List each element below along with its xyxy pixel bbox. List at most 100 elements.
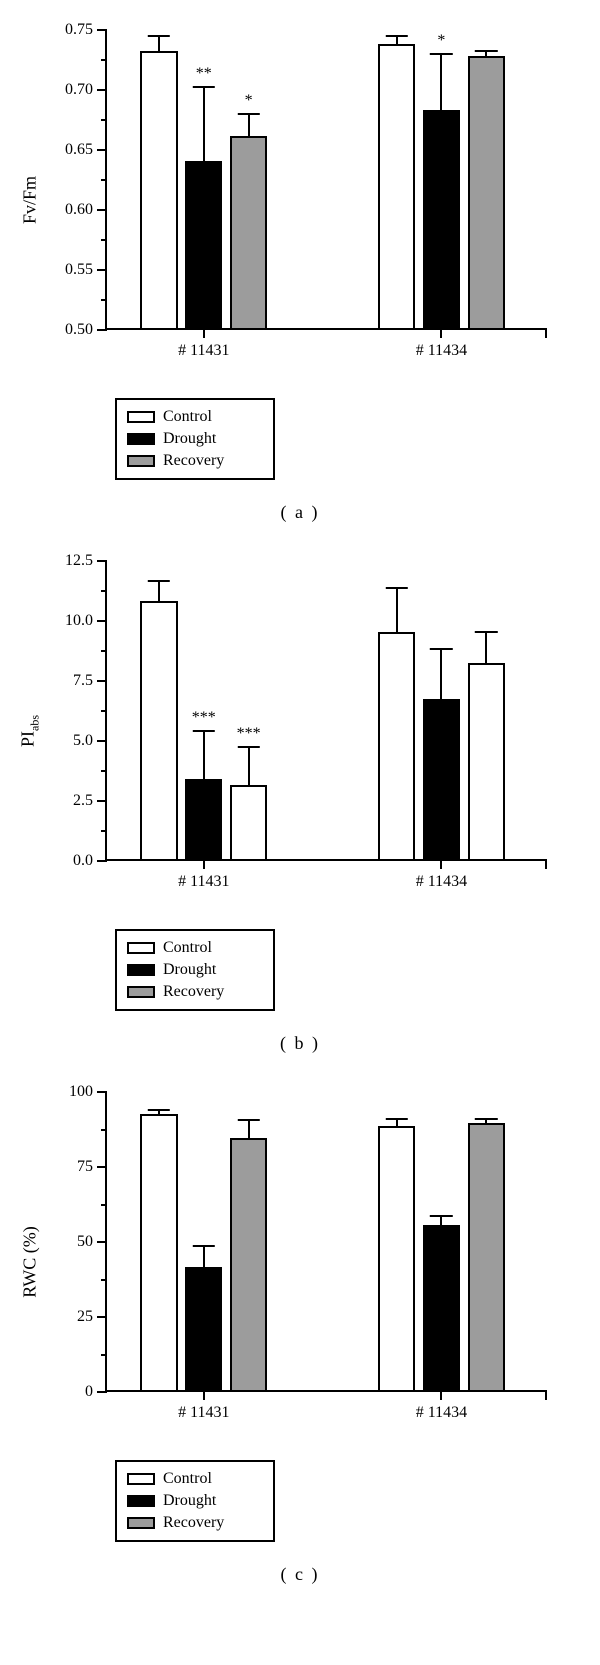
bar-recovery [230,1138,267,1392]
x-tick [440,328,442,338]
y-tick-label: 0.75 [65,21,93,39]
y-tick-label: 100 [69,1083,93,1101]
y-tick-minor [101,830,107,832]
legend-item-drought: Drought [127,959,263,981]
error-bar [440,649,442,699]
x-tick-label: # 11434 [416,342,467,360]
x-tick [545,859,547,869]
figure-root: Fv/Fm0.500.550.600.650.700.75***# 11431*… [10,20,590,1585]
y-axis-label: PIabs [18,715,43,747]
legend: ControlDroughtRecovery [115,398,275,480]
legend-swatch [127,986,155,998]
bar-control [378,632,415,861]
y-tick [97,860,107,862]
legend-label: Control [163,406,212,428]
y-tick-label: 0.70 [65,81,93,99]
x-tick [440,859,442,869]
error-cap [430,53,452,55]
error-bar [203,87,205,161]
bar-recovery [468,56,505,330]
x-tick [203,328,205,338]
bar-drought [185,1267,222,1392]
y-tick-minor [101,1354,107,1356]
bar-drought [185,161,222,330]
legend-label: Recovery [163,981,224,1003]
y-tick [97,680,107,682]
y-tick-minor [101,119,107,121]
y-tick-label: 5.0 [73,732,93,750]
y-tick [97,560,107,562]
y-tick [97,1241,107,1243]
y-axis-label: RWC (%) [20,1226,41,1298]
y-tick-minor [101,770,107,772]
legend-swatch [127,433,155,445]
bar-recovery [468,1123,505,1392]
error-bar [440,1216,442,1225]
error-cap [385,1118,407,1120]
legend-label: Control [163,1468,212,1490]
bar-control [140,601,177,861]
bar-recovery [230,785,267,861]
panel-c: RWC (%)0255075100# 11431# 11434ControlDr… [20,1082,580,1585]
y-tick-minor [101,1204,107,1206]
legend-item-control: Control [127,406,263,428]
y-tick-minor [101,179,107,181]
y-tick-minor [101,1279,107,1281]
legend-label: Control [163,937,212,959]
x-tick [545,328,547,338]
error-bar [158,36,160,50]
bar-drought [423,1225,460,1392]
y-tick-label: 75 [77,1158,93,1176]
x-tick-label: # 11431 [178,1404,229,1422]
y-tick-label: 12.5 [65,552,93,570]
error-cap [237,113,259,115]
error-cap [430,1215,452,1217]
x-tick [545,1390,547,1400]
y-tick [97,329,107,331]
y-tick-label: 0 [85,1383,93,1401]
y-tick-minor [101,299,107,301]
x-tick-label: # 11434 [416,873,467,891]
legend-label: Recovery [163,1512,224,1534]
y-tick [97,149,107,151]
y-tick [97,89,107,91]
y-tick-label: 0.60 [65,201,93,219]
error-cap [193,1245,215,1247]
panel-a: Fv/Fm0.500.550.600.650.700.75***# 11431*… [20,20,580,523]
legend-swatch [127,964,155,976]
y-tick-label: 25 [77,1308,93,1326]
chart-area: RWC (%)0255075100# 11431# 11434 [20,1082,580,1442]
legend-swatch [127,411,155,423]
legend-label: Recovery [163,450,224,472]
error-bar [248,747,250,784]
significance-marker: *** [192,709,216,727]
chart-area: PIabs0.02.55.07.510.012.5******# 11431# … [20,551,580,911]
plot-area: 0.500.550.600.650.700.75***# 11431*# 114… [105,30,545,330]
legend-item-recovery: Recovery [127,981,263,1003]
y-tick-label: 0.0 [73,852,93,870]
error-cap [193,86,215,88]
legend-item-control: Control [127,937,263,959]
chart-area: Fv/Fm0.500.550.600.650.700.75***# 11431*… [20,20,580,380]
error-bar [396,588,398,632]
legend-item-drought: Drought [127,428,263,450]
legend: ControlDroughtRecovery [115,929,275,1011]
legend-item-control: Control [127,1468,263,1490]
bar-control [140,1114,177,1392]
error-bar [396,1119,398,1127]
error-cap [148,580,170,582]
legend-swatch [127,1473,155,1485]
y-tick [97,1091,107,1093]
y-tick [97,620,107,622]
legend-label: Drought [163,959,216,981]
significance-marker: ** [196,65,212,83]
panel-b: PIabs0.02.55.07.510.012.5******# 11431# … [20,551,580,1054]
x-tick-label: # 11431 [178,342,229,360]
significance-marker: * [437,32,445,50]
y-tick-minor [101,239,107,241]
y-tick [97,209,107,211]
y-tick [97,29,107,31]
legend-label: Drought [163,1490,216,1512]
bar-drought [423,699,460,861]
significance-marker: *** [237,725,261,743]
